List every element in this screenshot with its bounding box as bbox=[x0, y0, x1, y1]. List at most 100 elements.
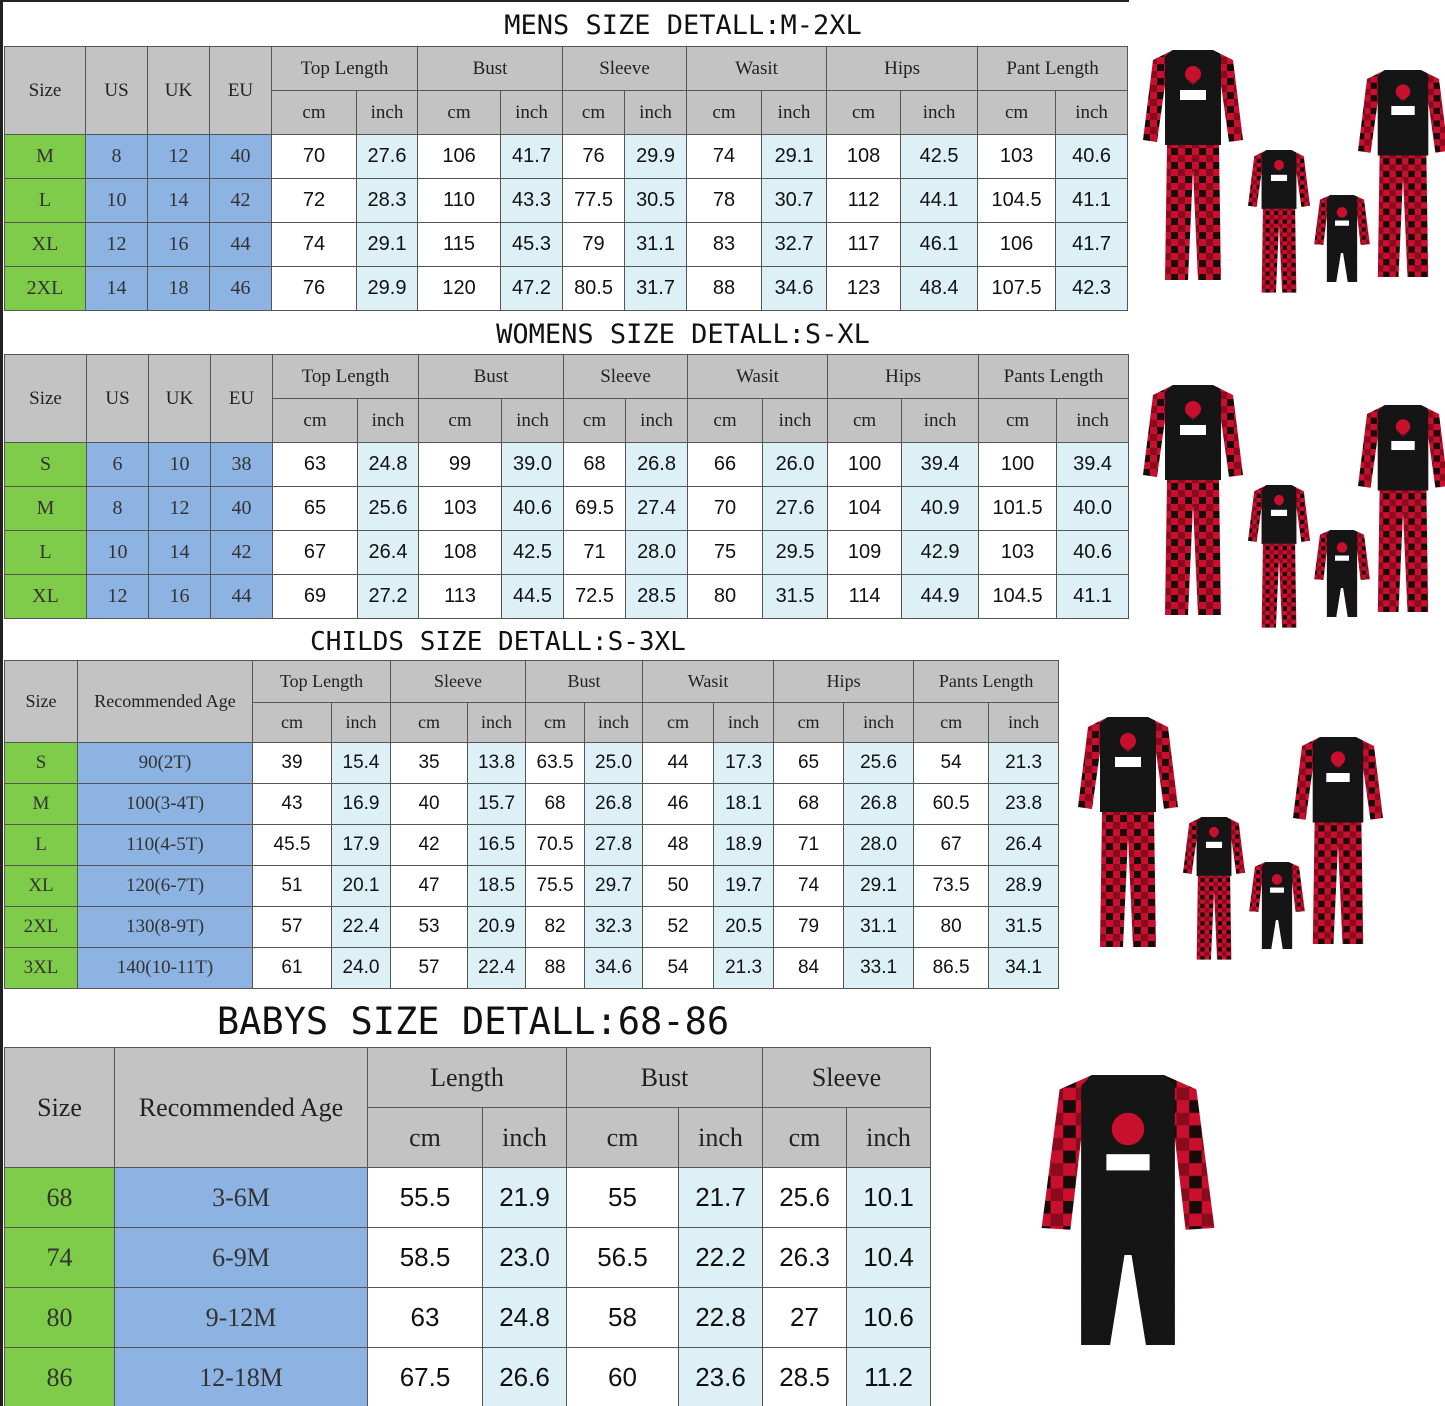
inch-value-cell: 40.6 bbox=[1056, 530, 1130, 575]
inch-value-cell: 28.5 bbox=[625, 574, 689, 619]
inch-value-cell: 34.6 bbox=[584, 947, 644, 989]
cm-value-cell: 73.5 bbox=[913, 865, 990, 907]
size-cell: 2XL bbox=[4, 266, 86, 311]
cm-value-cell: 60.5 bbox=[913, 783, 990, 825]
unit-header-row: cm inch cm inch cm inch bbox=[5, 1107, 931, 1168]
inch-value-cell: 40.6 bbox=[501, 486, 565, 531]
inch-value-cell: 30.7 bbox=[761, 178, 828, 223]
unit-header-cm: cm bbox=[913, 702, 990, 743]
cm-value-cell: 43 bbox=[252, 783, 332, 825]
region-size-cell: 12 bbox=[85, 222, 148, 267]
cm-value-cell: 57 bbox=[390, 947, 469, 989]
cm-value-cell: 104.5 bbox=[978, 574, 1058, 619]
column-group-wasit: Wasit bbox=[642, 660, 775, 703]
cm-value-cell: 69.5 bbox=[563, 486, 627, 531]
region-size-cell: 14 bbox=[147, 178, 210, 223]
column-header-uk: UK bbox=[147, 46, 210, 135]
age-cell: 100(3-4T) bbox=[77, 783, 253, 825]
inch-value-cell: 41.7 bbox=[500, 134, 564, 179]
inch-value-cell: 24.8 bbox=[482, 1287, 567, 1348]
unit-header-inch: inch bbox=[467, 702, 527, 743]
unit-header-cm: cm bbox=[563, 398, 627, 443]
inch-value-cell: 20.1 bbox=[330, 865, 392, 907]
region-size-cell: 40 bbox=[210, 486, 273, 531]
babys-size-table: Size Recommended Age Length Bust Sleeve cm inc… bbox=[4, 1047, 931, 1406]
cm-value-cell: 75.5 bbox=[525, 865, 586, 907]
inch-value-cell: 29.5 bbox=[762, 530, 829, 575]
size-cell: L bbox=[4, 178, 86, 223]
cm-value-cell: 101.5 bbox=[978, 486, 1058, 531]
cm-value-cell: 47 bbox=[390, 865, 469, 907]
unit-header-inch: inch bbox=[900, 90, 979, 135]
inch-value-cell: 32.3 bbox=[584, 906, 644, 948]
inch-value-cell: 43.3 bbox=[500, 178, 564, 223]
inch-value-cell: 26.4 bbox=[356, 530, 420, 575]
column-group-top-length: Top Length bbox=[270, 46, 419, 91]
size-cell: S bbox=[4, 442, 87, 487]
inch-value-cell: 30.5 bbox=[624, 178, 688, 223]
cm-value-cell: 107.5 bbox=[977, 266, 1057, 311]
unit-header-cm: cm bbox=[525, 702, 586, 743]
cm-value-cell: 115 bbox=[417, 222, 502, 267]
inch-value-cell: 22.4 bbox=[330, 906, 392, 948]
column-header-recommended-age: Recommended Age bbox=[77, 660, 253, 743]
unit-header-cm: cm bbox=[566, 1107, 679, 1168]
womens-size-title: WOMENS SIZE DETALL:S-XL bbox=[496, 319, 870, 350]
cm-value-cell: 106 bbox=[977, 222, 1057, 267]
unit-header-cm: cm bbox=[826, 90, 902, 135]
table-row: XL 120(6-7T) 51 20.1 47 18.5 75.5 29.7 50 19.7 74 2… bbox=[4, 865, 1060, 907]
womens-size-table: Size US UK EU Top Length Bust Sleeve Wasit Hips P… bbox=[4, 354, 1130, 619]
inch-value-cell: 31.5 bbox=[762, 574, 829, 619]
cm-value-cell: 53 bbox=[390, 906, 469, 948]
cm-value-cell: 72 bbox=[271, 178, 357, 223]
unit-header-inch: inch bbox=[584, 702, 644, 743]
cm-value-cell: 79 bbox=[773, 906, 845, 948]
cm-value-cell: 76 bbox=[562, 134, 626, 179]
cm-value-cell: 103 bbox=[978, 530, 1058, 575]
baby-romper-photo bbox=[1033, 1070, 1223, 1395]
cm-value-cell: 82 bbox=[525, 906, 586, 948]
region-size-cell: 10 bbox=[85, 178, 148, 223]
column-header-size: Size bbox=[4, 46, 86, 135]
inch-value-cell: 42.5 bbox=[501, 530, 565, 575]
inch-value-cell: 25.0 bbox=[584, 742, 644, 784]
cm-value-cell: 55.5 bbox=[367, 1167, 483, 1228]
unit-header-cm: cm bbox=[390, 702, 469, 743]
size-cell: 3XL bbox=[4, 947, 78, 989]
column-group-sleeve: Sleeve bbox=[390, 660, 527, 703]
column-group-sleeve: Sleeve bbox=[563, 354, 689, 399]
unit-header-cm: cm bbox=[272, 398, 358, 443]
svg-text:✶: ✶ bbox=[1334, 761, 1342, 772]
cm-value-cell: 48 bbox=[642, 824, 715, 866]
cm-value-cell: 72.5 bbox=[563, 574, 627, 619]
cm-value-cell: 113 bbox=[418, 574, 503, 619]
table-row: M 8 12 40 70 27.6 106 41.7 76 29.9 74 29.1 108 42.5 10… bbox=[4, 134, 1129, 179]
table-row: L 10 14 42 67 26.4 108 42.5 71 28.0 75 29.5 109 42.9 1… bbox=[4, 530, 1130, 575]
cm-value-cell: 74 bbox=[271, 222, 357, 267]
inch-value-cell: 15.7 bbox=[467, 783, 527, 825]
inch-value-cell: 29.9 bbox=[624, 134, 688, 179]
unit-header-cm: cm bbox=[977, 90, 1057, 135]
column-header-size: Size bbox=[4, 1047, 115, 1168]
inch-value-cell: 24.8 bbox=[356, 442, 420, 487]
cm-value-cell: 67 bbox=[272, 530, 358, 575]
cm-value-cell: 74 bbox=[686, 134, 763, 179]
cm-value-cell: 44 bbox=[642, 742, 715, 784]
inch-value-cell: 39.4 bbox=[1056, 442, 1130, 487]
cm-value-cell: 45.5 bbox=[252, 824, 332, 866]
region-size-cell: 18 bbox=[147, 266, 210, 311]
cm-value-cell: 75 bbox=[687, 530, 764, 575]
column-group-length: Length bbox=[367, 1047, 567, 1108]
inch-value-cell: 26.8 bbox=[625, 442, 689, 487]
unit-header-inch: inch bbox=[330, 702, 392, 743]
inch-value-cell: 25.6 bbox=[843, 742, 915, 784]
unit-header-cm: cm bbox=[367, 1107, 483, 1168]
region-size-cell: 8 bbox=[85, 134, 148, 179]
cm-value-cell: 84 bbox=[773, 947, 845, 989]
unit-header-cm: cm bbox=[642, 702, 715, 743]
size-cell: 68 bbox=[4, 1167, 115, 1228]
column-header-size: Size bbox=[4, 660, 78, 743]
inch-value-cell: 28.3 bbox=[355, 178, 419, 223]
column-group-pants-length: Pants Length bbox=[913, 660, 1060, 703]
inch-value-cell: 23.0 bbox=[482, 1227, 567, 1288]
